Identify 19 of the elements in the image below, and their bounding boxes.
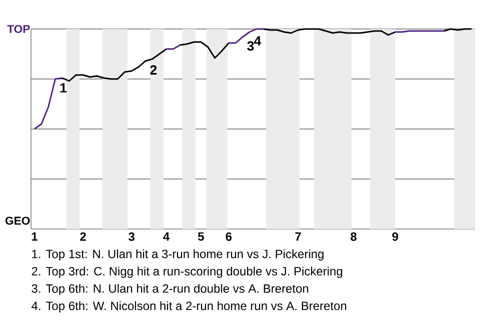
text: 1. Top 1st: N. Ulan hit a 3-run home run vs J. Pickering [32,249,324,261]
text: GEO [5,216,30,225]
x-tick-label: 9 [392,232,398,241]
x-tick-label: 6 [226,232,232,241]
x-tick-label: 7 [295,232,301,241]
text: TOP [7,24,30,33]
x-tick-label: 1 [32,232,38,241]
text: 4. Top 6th: W. Nicolson hit a 2-run home run vs A. Brereton [32,301,346,312]
annotation: 1 [60,83,67,92]
annotation: 2 [150,65,157,75]
text: 2. Top 3rd: C. Nigg hit a run-scoring double vs J. Pickering [32,266,342,278]
text: 3. Top 6th: N. Ulan hit a 2-run double vs A. Brereton [32,284,308,296]
x-tick-label: 2 [80,232,86,241]
annotation: 4 [254,36,262,46]
x-tick-label: 8 [350,232,357,241]
annotation: 3 [247,41,254,51]
x-tick-label: 5 [198,232,204,241]
x-tick-label: 4 [163,232,170,241]
x-tick-label: 3 [128,232,134,241]
